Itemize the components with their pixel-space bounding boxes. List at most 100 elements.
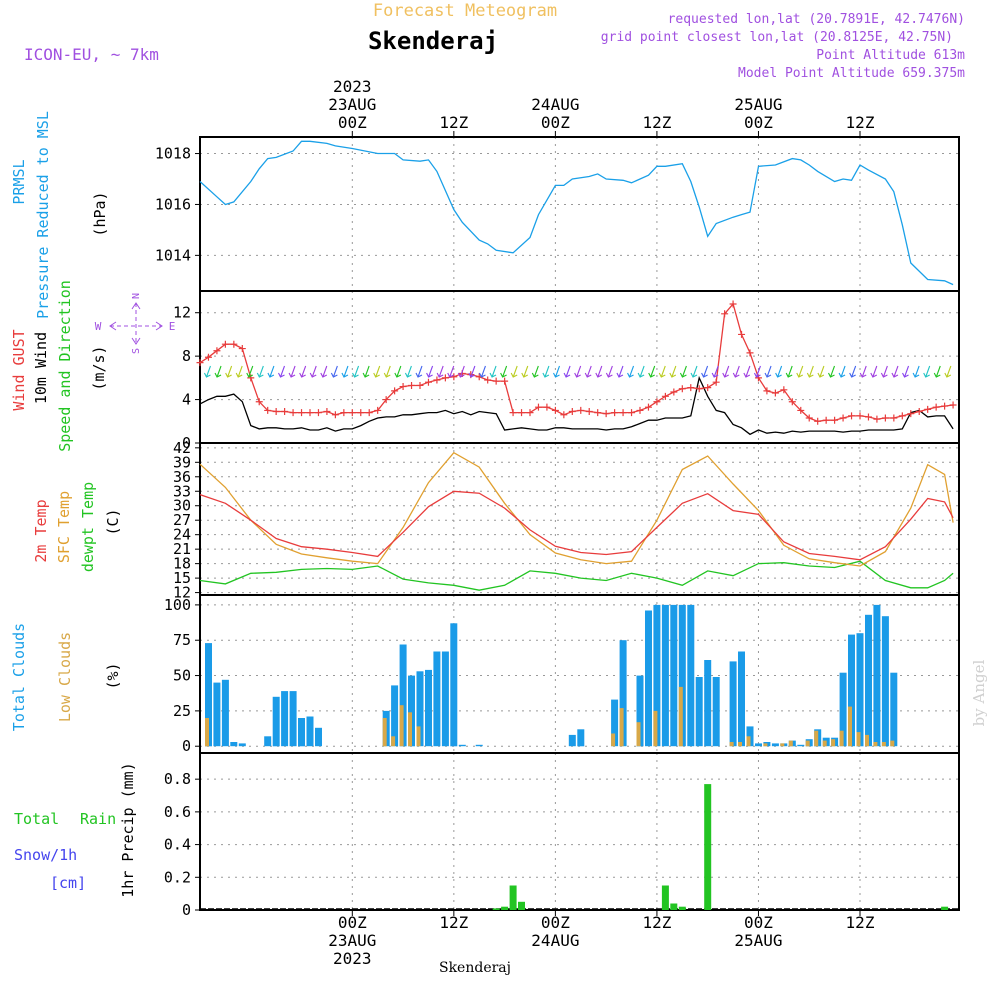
- wind-gust-marker: [399, 383, 407, 391]
- wind-gust-marker: [670, 388, 678, 396]
- wind-gust-marker: [585, 408, 593, 416]
- y-tick-label: 42: [173, 439, 191, 457]
- wind-direction-arrow: [701, 365, 709, 378]
- total-clouds-bar: [653, 604, 661, 747]
- wind-gust-marker: [391, 387, 399, 395]
- low-clouds-bar: [763, 743, 768, 747]
- temp-panel-frame: [199, 442, 960, 596]
- sfc-temp-label: SFC Temp: [55, 491, 73, 563]
- wind-gust-marker: [424, 378, 432, 386]
- wind-gust-marker: [636, 406, 644, 414]
- total-clouds-bar: [221, 679, 229, 747]
- precip-series: [200, 784, 959, 910]
- wind-gust-marker: [788, 398, 796, 406]
- wind-gust-marker: [678, 385, 686, 393]
- wind-direction-arrow: [468, 365, 476, 378]
- wind-gust-marker: [298, 409, 306, 417]
- y-tick-label: 39: [173, 453, 191, 471]
- wind-gust-marker: [518, 409, 526, 417]
- low-clouds-bar: [814, 730, 819, 747]
- rain-bar: [518, 901, 525, 910]
- wind-direction-arrow: [225, 365, 233, 378]
- wind-direction-arrow: [584, 365, 592, 378]
- total-clouds-bar: [272, 696, 280, 747]
- total-clouds-bar: [441, 651, 449, 747]
- wind-gust-marker: [433, 376, 441, 384]
- total-clouds-bar: [771, 743, 779, 747]
- y-tick-label: 0.8: [164, 770, 191, 788]
- low-clouds-bar: [848, 706, 852, 747]
- wind-speed-line: [199, 375, 954, 436]
- total-clouds-bar: [475, 744, 483, 747]
- wind-gust-marker: [450, 373, 458, 381]
- wind-gust-marker: [526, 409, 534, 417]
- total-clouds-bar: [289, 691, 297, 747]
- y-tick-label: 0: [182, 737, 191, 755]
- rain-bar: [509, 885, 517, 910]
- wind-gust-marker: [721, 310, 729, 318]
- wind-direction-arrow: [267, 365, 275, 378]
- wind-gust-marker: [873, 415, 881, 423]
- wind-direction-arrow: [214, 365, 222, 378]
- total-clouds-bar: [848, 634, 855, 747]
- wind-gust-marker: [941, 402, 949, 410]
- wind-direction-arrow: [753, 365, 761, 378]
- temp2m-label: 2m Temp: [32, 499, 50, 562]
- station-title: Skenderaj: [368, 27, 498, 55]
- wind-direction-arrow: [627, 365, 635, 378]
- y-tick-label: 0.4: [164, 836, 191, 854]
- time-label-bottom: 12Z: [439, 913, 468, 932]
- wind-gust-marker: [323, 408, 331, 416]
- wind-gust-marker: [890, 414, 898, 422]
- total-clouds-bar: [230, 742, 238, 747]
- wind-direction-arrow: [891, 365, 899, 378]
- wind-direction-arrow: [870, 365, 878, 378]
- wind-gust-marker: [238, 345, 246, 353]
- compass-n: N: [131, 293, 142, 299]
- low-clouds-bar: [653, 710, 658, 747]
- pressure-line: [199, 140, 954, 286]
- y-tick-label: 4: [182, 391, 191, 409]
- total-clouds-bar: [205, 643, 212, 747]
- time-label-bottom: 23AUG: [328, 931, 376, 950]
- wind-gust-marker: [568, 408, 576, 416]
- wind-gust-marker: [695, 385, 703, 393]
- total-clouds-bar: [856, 633, 864, 747]
- y-tick-label: 25: [173, 702, 191, 720]
- wind-direction-arrow: [352, 365, 360, 378]
- y-tick-label: 21: [173, 540, 191, 558]
- total-clouds-bar: [712, 677, 720, 747]
- wind-direction-arrow: [256, 365, 264, 378]
- snow-unit-label: [cm]: [50, 874, 86, 892]
- wind-gust-marker: [416, 381, 424, 389]
- wind-gust-marker: [213, 347, 221, 355]
- total-clouds-bar: [695, 677, 703, 747]
- wind-direction-arrow: [722, 365, 730, 378]
- wind-gust-marker: [543, 403, 551, 411]
- temp-unit: (C): [104, 508, 122, 535]
- rain-bar: [670, 903, 678, 910]
- wind-direction-arrow: [563, 365, 571, 378]
- wind-gust-marker: [365, 409, 373, 417]
- wind-direction-arrow: [362, 365, 370, 378]
- total-clouds-bar: [213, 682, 221, 747]
- wind-direction-arrow: [415, 365, 423, 378]
- pressure-series: [199, 140, 954, 286]
- time-label-bottom: 25AUG: [734, 931, 782, 950]
- wind-gust-marker: [712, 378, 720, 386]
- point-altitude: Point Altitude 613m: [816, 48, 965, 63]
- wind-gust-marker: [602, 410, 610, 418]
- total-clouds-bar: [416, 671, 424, 747]
- wind-direction-arrow: [711, 365, 719, 378]
- y-tick-label: 15: [173, 569, 191, 587]
- wind-direction-arrow: [679, 365, 687, 378]
- total-clouds-bar: [704, 660, 712, 747]
- low-clouds-bar: [873, 742, 878, 747]
- total-clouds-bar: [264, 736, 272, 747]
- low-clouds-bar: [890, 740, 895, 747]
- low-clouds-bar: [822, 740, 827, 747]
- wind-gust-marker: [687, 384, 695, 392]
- wind-gust-marker: [628, 409, 636, 417]
- total-clouds-bar: [890, 672, 898, 747]
- wind-direction-arrow: [743, 365, 751, 378]
